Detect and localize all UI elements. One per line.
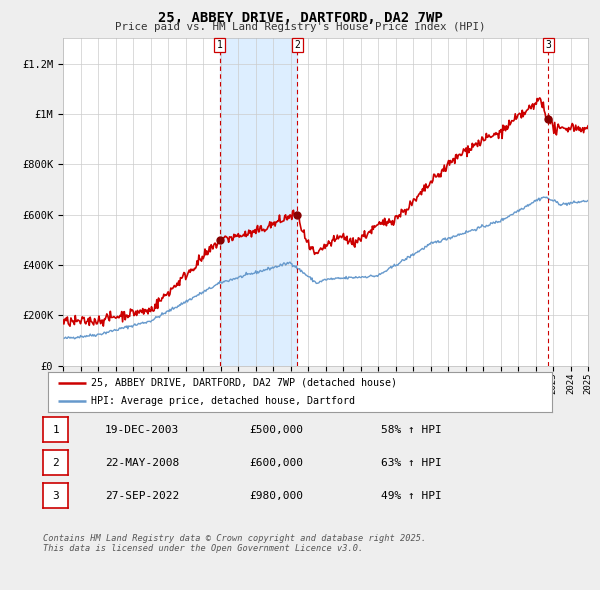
Text: 25, ABBEY DRIVE, DARTFORD, DA2 7WP (detached house): 25, ABBEY DRIVE, DARTFORD, DA2 7WP (deta… — [91, 378, 397, 388]
Text: £500,000: £500,000 — [249, 425, 303, 434]
Text: 3: 3 — [545, 40, 551, 50]
Text: 63% ↑ HPI: 63% ↑ HPI — [381, 458, 442, 467]
Text: 2: 2 — [52, 458, 59, 467]
Text: £600,000: £600,000 — [249, 458, 303, 467]
Text: 25, ABBEY DRIVE, DARTFORD, DA2 7WP: 25, ABBEY DRIVE, DARTFORD, DA2 7WP — [158, 11, 442, 25]
Text: 58% ↑ HPI: 58% ↑ HPI — [381, 425, 442, 434]
Text: HPI: Average price, detached house, Dartford: HPI: Average price, detached house, Dart… — [91, 396, 355, 406]
Text: Contains HM Land Registry data © Crown copyright and database right 2025.
This d: Contains HM Land Registry data © Crown c… — [43, 534, 427, 553]
Text: 2: 2 — [294, 40, 300, 50]
Text: £980,000: £980,000 — [249, 491, 303, 500]
Text: 3: 3 — [52, 491, 59, 500]
Text: 19-DEC-2003: 19-DEC-2003 — [105, 425, 179, 434]
Text: 1: 1 — [52, 425, 59, 434]
Text: 1: 1 — [217, 40, 223, 50]
Text: 22-MAY-2008: 22-MAY-2008 — [105, 458, 179, 467]
Text: 49% ↑ HPI: 49% ↑ HPI — [381, 491, 442, 500]
Text: 27-SEP-2022: 27-SEP-2022 — [105, 491, 179, 500]
Text: Price paid vs. HM Land Registry's House Price Index (HPI): Price paid vs. HM Land Registry's House … — [115, 22, 485, 32]
Bar — [220, 38, 297, 366]
